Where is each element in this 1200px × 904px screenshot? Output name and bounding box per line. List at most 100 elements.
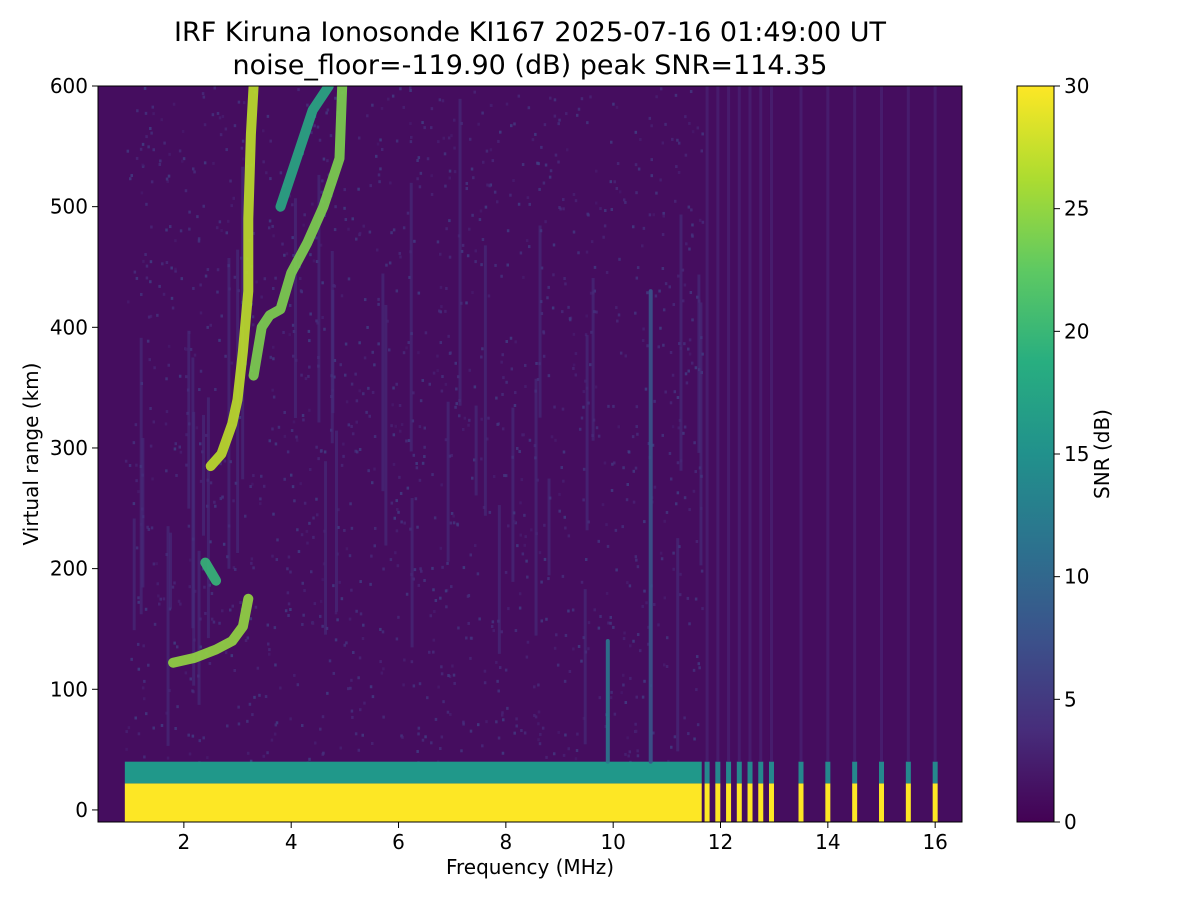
noise-cell bbox=[333, 358, 337, 362]
y-tick-label: 600 bbox=[50, 74, 88, 98]
noise-cell bbox=[444, 438, 448, 442]
noise-cell bbox=[375, 154, 378, 158]
noise-streak bbox=[139, 337, 143, 615]
noise-cell bbox=[606, 544, 610, 548]
noise-cell bbox=[518, 606, 522, 610]
noise-cell bbox=[432, 638, 436, 642]
noise-cell bbox=[478, 617, 481, 621]
noise-cell bbox=[399, 491, 403, 495]
noise-cell bbox=[306, 103, 309, 107]
noise-cell bbox=[487, 416, 490, 420]
noise-cell bbox=[497, 736, 501, 740]
sparse-freq-column bbox=[736, 86, 742, 822]
noise-cell bbox=[164, 422, 168, 426]
noise-cell bbox=[659, 178, 662, 182]
noise-cell bbox=[143, 755, 146, 759]
noise-cell bbox=[283, 477, 286, 481]
noise-cell bbox=[413, 568, 417, 572]
noise-cell bbox=[495, 396, 498, 400]
noise-cell bbox=[450, 585, 453, 589]
noise-cell bbox=[166, 179, 169, 183]
noise-cell bbox=[516, 544, 519, 548]
noise-cell bbox=[308, 339, 311, 343]
noise-cell bbox=[221, 114, 225, 118]
f-layer-echo-cloud bbox=[275, 86, 334, 212]
noise-cell bbox=[381, 630, 385, 634]
noise-cell bbox=[343, 373, 347, 377]
noise-cell bbox=[445, 605, 448, 609]
noise-cell bbox=[672, 551, 675, 555]
noise-cell bbox=[496, 422, 499, 426]
noise-cell bbox=[450, 453, 453, 457]
noise-cell bbox=[214, 504, 217, 508]
sparse-clutter bbox=[704, 783, 710, 822]
noise-cell bbox=[416, 177, 419, 181]
ground-clutter bbox=[124, 783, 702, 822]
noise-cell bbox=[229, 179, 232, 183]
noise-cell bbox=[394, 551, 397, 555]
noise-cell bbox=[518, 592, 522, 596]
noise-cell bbox=[357, 136, 361, 140]
noise-cell bbox=[544, 163, 548, 167]
noise-cell bbox=[442, 700, 445, 704]
noise-cell bbox=[448, 351, 452, 355]
noise-cell bbox=[159, 159, 162, 163]
noise-cell bbox=[174, 267, 177, 271]
noise-cell bbox=[189, 677, 193, 681]
noise-cell bbox=[689, 90, 693, 94]
noise-cell bbox=[137, 667, 141, 671]
noise-cell bbox=[218, 220, 222, 224]
noise-cell bbox=[431, 473, 434, 477]
noise-cell bbox=[402, 226, 406, 230]
noise-cell bbox=[587, 621, 591, 625]
noise-cell bbox=[379, 138, 382, 142]
sparse-stripe bbox=[768, 761, 774, 784]
noise-cell bbox=[285, 252, 289, 256]
noise-cell bbox=[169, 225, 172, 229]
noise-cell bbox=[430, 174, 433, 178]
noise-cell bbox=[568, 670, 572, 674]
noise-cell bbox=[525, 559, 528, 563]
noise-cell bbox=[242, 101, 246, 105]
noise-cell bbox=[380, 147, 384, 151]
noise-cell bbox=[481, 744, 484, 748]
noise-cell bbox=[564, 733, 567, 737]
noise-cell bbox=[268, 439, 272, 443]
noise-cell bbox=[545, 617, 548, 621]
noise-cell bbox=[216, 111, 220, 115]
noise-cell bbox=[308, 757, 311, 761]
noise-cell bbox=[300, 533, 304, 537]
noise-cell bbox=[228, 608, 232, 612]
noise-cell bbox=[299, 289, 303, 293]
noise-cell bbox=[387, 348, 391, 352]
noise-cell bbox=[636, 432, 639, 436]
noise-cell bbox=[264, 695, 268, 699]
noise-cell bbox=[151, 477, 154, 481]
noise-cell bbox=[527, 245, 531, 249]
noise-cell bbox=[319, 727, 322, 731]
noise-cell bbox=[292, 253, 295, 257]
noise-cell bbox=[632, 500, 636, 504]
sparse-freq-column bbox=[879, 86, 885, 822]
noise-cell bbox=[147, 315, 151, 319]
noise-cell bbox=[430, 107, 434, 111]
noise-cell bbox=[251, 315, 255, 319]
colorbar-tick-label: 30 bbox=[1064, 74, 1089, 98]
noise-cell bbox=[382, 567, 385, 571]
noise-cell bbox=[137, 600, 140, 604]
noise-streak bbox=[409, 182, 413, 452]
noise-cell bbox=[125, 730, 128, 734]
noise-cell bbox=[452, 514, 455, 518]
noise-cell bbox=[349, 502, 352, 506]
noise-cell bbox=[572, 230, 576, 234]
noise-cell bbox=[375, 248, 379, 252]
noise-cell bbox=[480, 417, 483, 421]
noise-cell bbox=[473, 544, 477, 548]
noise-cell bbox=[542, 331, 546, 335]
noise-cell bbox=[642, 226, 646, 230]
noise-cell bbox=[262, 754, 266, 758]
noise-cell bbox=[688, 121, 691, 125]
noise-cell bbox=[149, 406, 152, 410]
y-tick-label: 100 bbox=[50, 677, 88, 701]
noise-cell bbox=[420, 569, 423, 573]
